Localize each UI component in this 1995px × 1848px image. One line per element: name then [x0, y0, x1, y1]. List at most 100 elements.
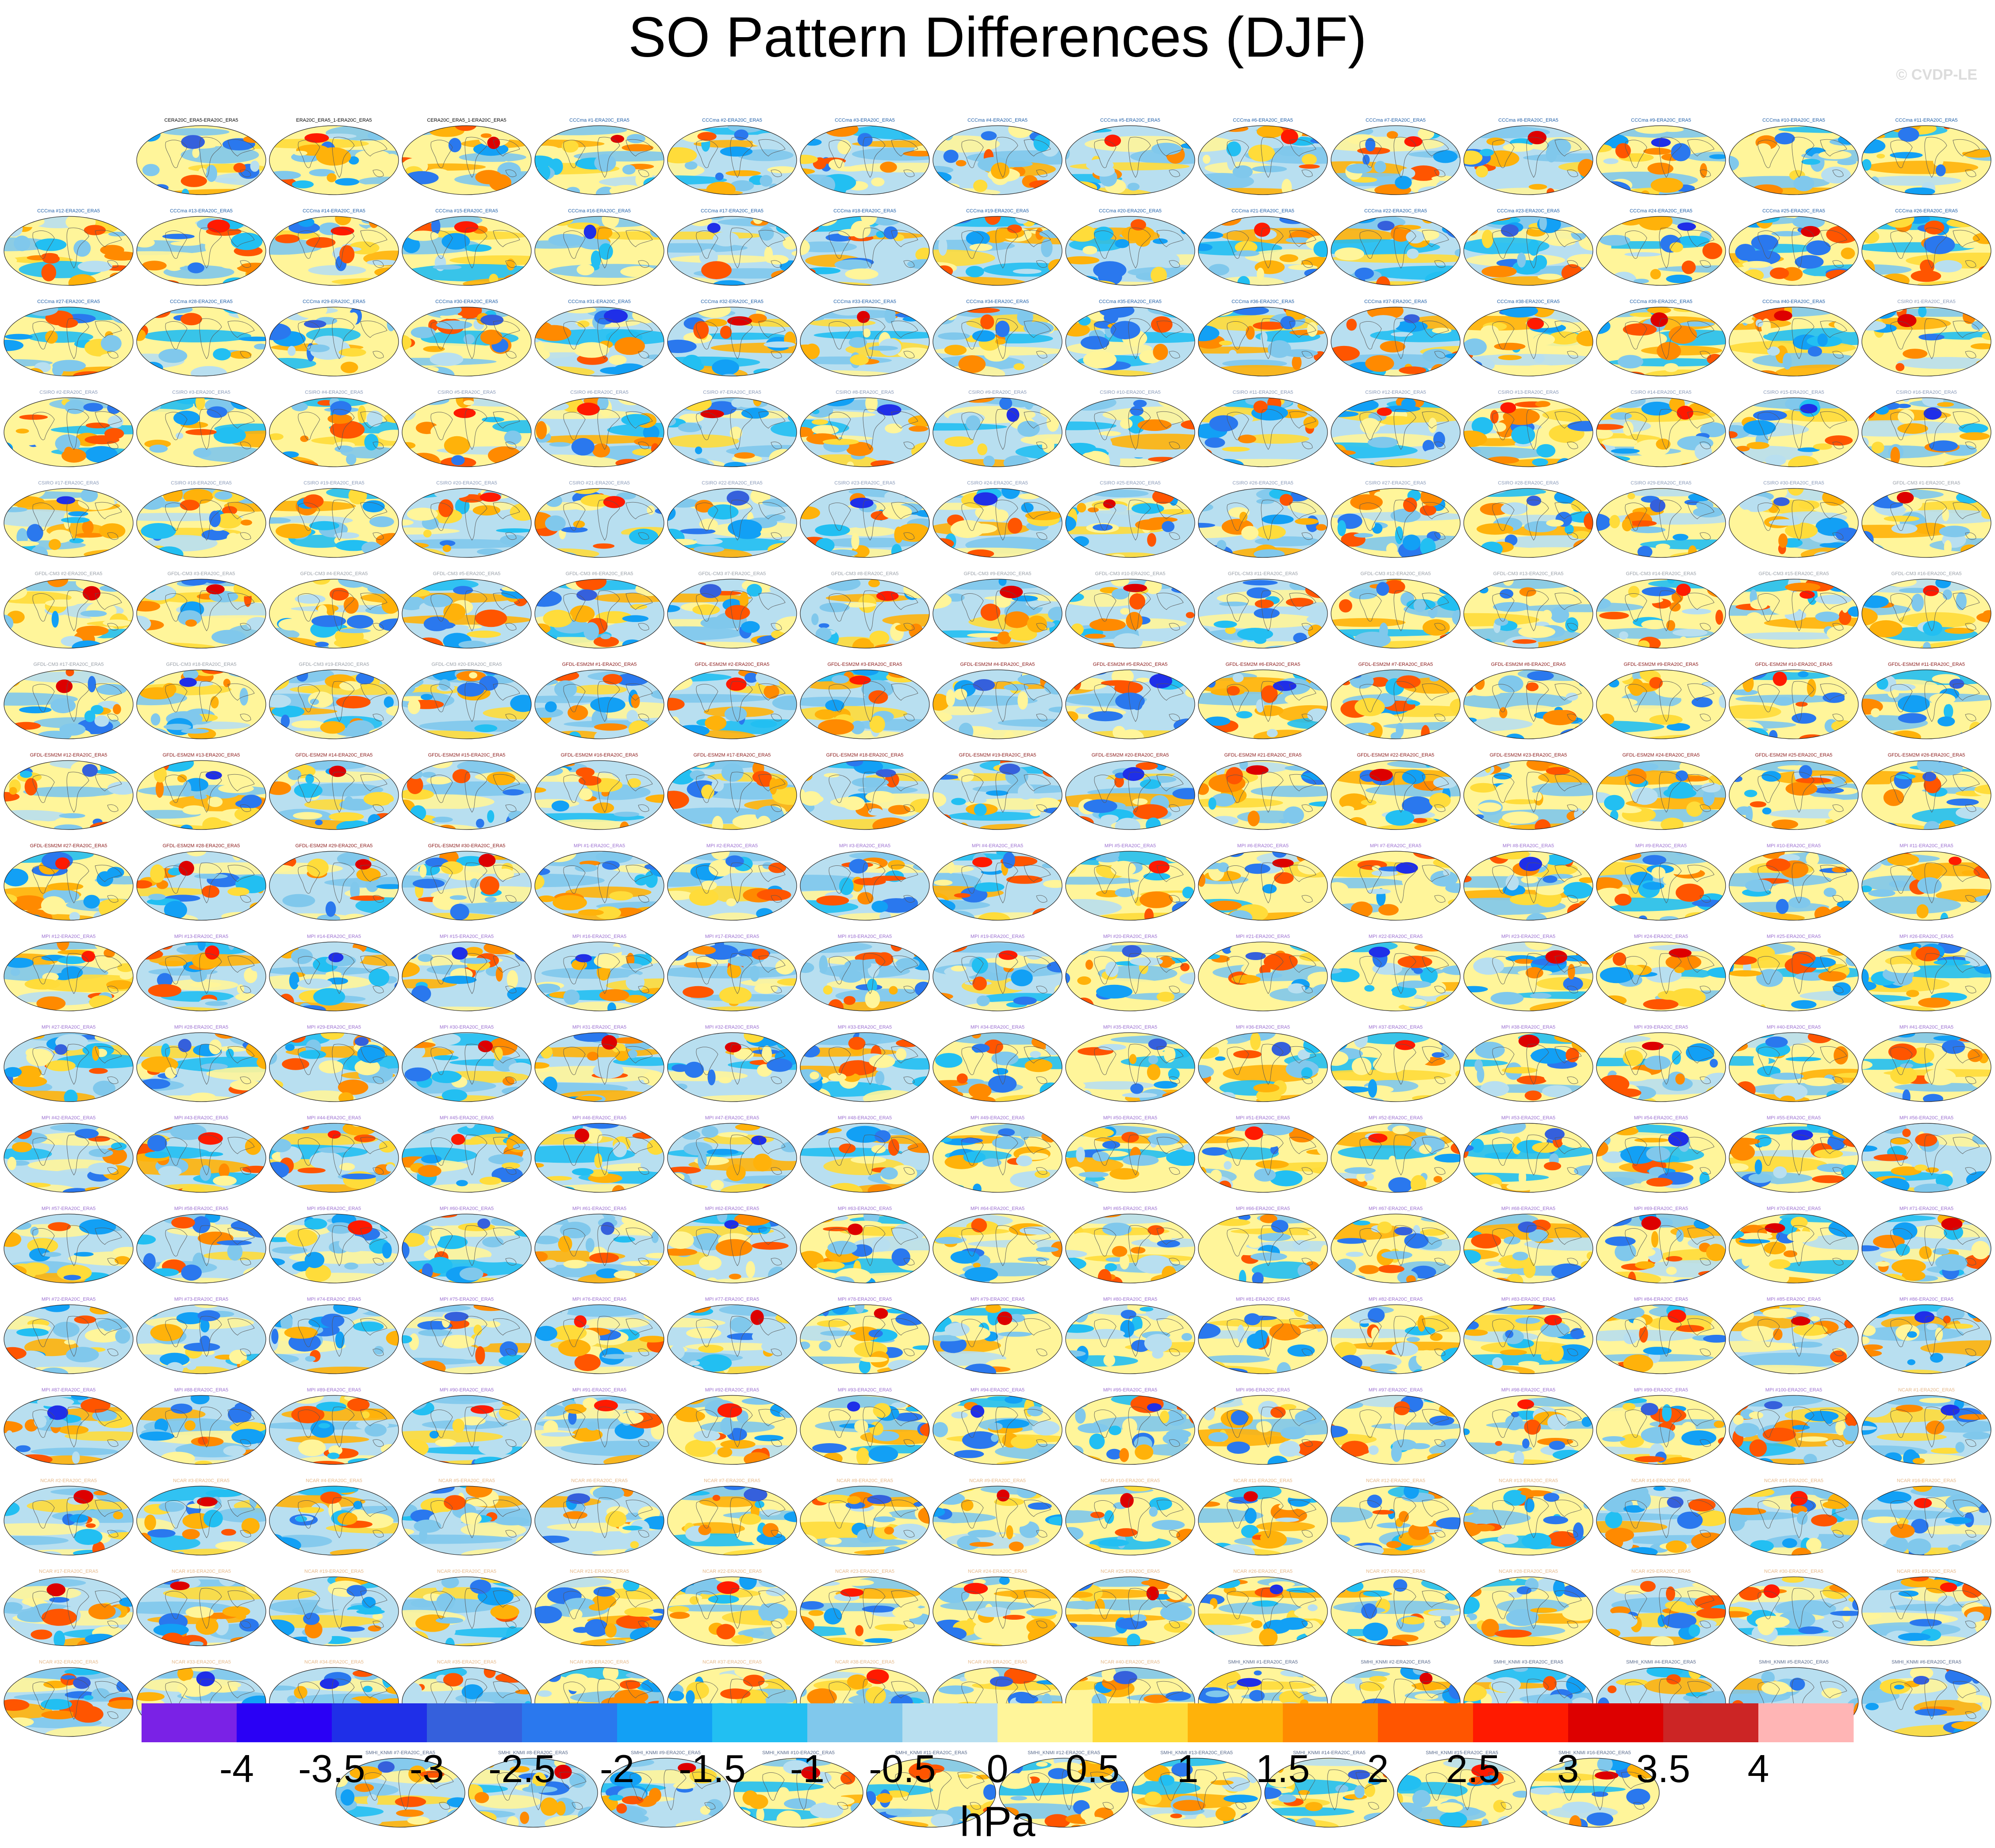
colorbar-swatch [427, 1703, 522, 1742]
map-panel: NCAR #5-ERA20C_ERA5 [400, 1478, 533, 1557]
map-field [1065, 1304, 1195, 1374]
panel-title: NCAR #26-ERA20C_ERA5 [1233, 1569, 1293, 1574]
panel-title: CSIRO #4-ERA20C_ERA5 [305, 390, 363, 395]
map-field [4, 488, 134, 558]
map-field [269, 216, 399, 286]
map-field [136, 125, 266, 195]
map-panel: NCAR #10-ERA20C_ERA5 [1064, 1478, 1197, 1557]
panel-title: GFDL-ESM2M #22-ERA20C_ERA5 [1357, 753, 1435, 758]
map-field [932, 669, 1063, 739]
map-panel: MPI #99-ERA20C_ERA5 [1595, 1387, 1727, 1467]
panel-title: MPI #31-ERA20C_ERA5 [572, 1025, 627, 1030]
panel-title: MPI #83-ERA20C_ERA5 [1501, 1297, 1556, 1302]
map-panel: MPI #96-ERA20C_ERA5 [1197, 1387, 1329, 1467]
colorbar-swatch [1663, 1703, 1759, 1742]
map-field [402, 1486, 532, 1556]
map-panel: NCAR #20-ERA20C_ERA5 [400, 1568, 533, 1648]
map-field [136, 307, 266, 377]
map-field [1331, 1032, 1461, 1102]
map-panel: CSIRO #17-ERA20C_ERA5 [2, 480, 135, 560]
map-panel: MPI #24-ERA20C_ERA5 [1595, 934, 1727, 1013]
panel-title: CSIRO #19-ERA20C_ERA5 [303, 480, 364, 486]
map-field [1065, 1576, 1195, 1646]
map-panel: MPI #91-ERA20C_ERA5 [533, 1387, 666, 1467]
map-panel: NCAR #24-ERA20C_ERA5 [931, 1568, 1064, 1648]
map-panel: MPI #38-ERA20C_ERA5 [1462, 1024, 1595, 1104]
map-field [4, 1214, 134, 1283]
map-panel: MPI #32-ERA20C_ERA5 [666, 1024, 798, 1104]
panel-title: CCCma #26-ERA20C_ERA5 [1895, 208, 1958, 214]
panel-title: MPI #94-ERA20C_ERA5 [970, 1387, 1025, 1393]
map-field [667, 1486, 797, 1556]
map-field [1198, 669, 1328, 739]
panel-title: CCCma #6-ERA20C_ERA5 [1233, 118, 1293, 123]
map-field [800, 760, 930, 830]
map-field [534, 1214, 664, 1283]
panel-title: NCAR #25-ERA20C_ERA5 [1101, 1569, 1160, 1574]
map-field [1065, 307, 1195, 377]
map-field [136, 397, 266, 467]
map-field [1065, 1486, 1195, 1556]
panel-title: CCCma #32-ERA20C_ERA5 [701, 299, 763, 304]
map-field [1331, 941, 1461, 1011]
panel-title: MPI #71-ERA20C_ERA5 [1899, 1206, 1954, 1211]
map-panel: CCCma #4-ERA20C_ERA5 [931, 117, 1064, 197]
panel-title: MPI #23-ERA20C_ERA5 [1501, 934, 1556, 939]
panel-title: NCAR #20-ERA20C_ERA5 [437, 1569, 496, 1574]
panel-title: MPI #6-ERA20C_ERA5 [1237, 843, 1289, 849]
map-field [667, 669, 797, 739]
panel-title: SMHI_KNMI #9-ERA20C_ERA5 [631, 1750, 701, 1756]
panel-title: NCAR #23-ERA20C_ERA5 [835, 1569, 894, 1574]
map-panel: MPI #5-ERA20C_ERA5 [1064, 843, 1197, 922]
panel-title: SMHI_KNMI #11-ERA20C_ERA5 [895, 1750, 967, 1756]
map-panel: MPI #14-ERA20C_ERA5 [268, 934, 400, 1013]
panel-title: MPI #24-ERA20C_ERA5 [1634, 934, 1688, 939]
panel-title: GFDL-ESM2M #7-ERA20C_ERA5 [1358, 662, 1433, 667]
panel-title: MPI #36-ERA20C_ERA5 [1235, 1025, 1290, 1030]
panel-title: GFDL-ESM2M #15-ERA20C_ERA5 [428, 753, 506, 758]
map-field [534, 125, 664, 195]
panel-title: MPI #78-ERA20C_ERA5 [837, 1297, 892, 1302]
panel-title: CCCma #7-ERA20C_ERA5 [1366, 118, 1426, 123]
map-field [1198, 397, 1328, 467]
map-panel: CSIRO #13-ERA20C_ERA5 [1462, 389, 1595, 469]
panel-title: GFDL-CM3 #17-ERA20C_ERA5 [33, 662, 104, 667]
map-field [269, 1123, 399, 1193]
panel-title: MPI #53-ERA20C_ERA5 [1501, 1115, 1556, 1121]
map-field [4, 307, 134, 377]
map-panel: GFDL-CM3 #9-ERA20C_ERA5 [931, 571, 1064, 650]
map-panel: GFDL-CM3 #13-ERA20C_ERA5 [1462, 571, 1595, 650]
map-panel: MPI #25-ERA20C_ERA5 [1727, 934, 1860, 1013]
map-panel: MPI #73-ERA20C_ERA5 [135, 1296, 268, 1376]
map-field [800, 1576, 930, 1646]
panel-title: GFDL-ESM2M #2-ERA20C_ERA5 [694, 662, 770, 667]
panel-title: MPI #62-ERA20C_ERA5 [705, 1206, 760, 1211]
map-field [1463, 760, 1593, 830]
map-panel: CCCma #12-ERA20C_ERA5 [2, 208, 135, 288]
map-panel: CSIRO #18-ERA20C_ERA5 [135, 480, 268, 560]
map-field [1861, 1576, 1991, 1646]
panel-title: GFDL-ESM2M #28-ERA20C_ERA5 [162, 843, 240, 849]
map-panel: GFDL-ESM2M #4-ERA20C_ERA5 [931, 661, 1064, 741]
panel-title: GFDL-CM3 #11-ERA20C_ERA5 [1228, 571, 1298, 576]
map-panel: CSIRO #23-ERA20C_ERA5 [798, 480, 931, 560]
map-panel: MPI #4-ERA20C_ERA5 [931, 843, 1064, 922]
panel-title: NCAR #3-ERA20C_ERA5 [173, 1478, 230, 1483]
map-panel: CCCma #18-ERA20C_ERA5 [798, 208, 931, 288]
map-panel: MPI #33-ERA20C_ERA5 [798, 1024, 931, 1104]
map-field [1065, 669, 1195, 739]
map-field [1861, 1667, 1991, 1737]
watermark: © CVDP-LE [1896, 66, 1977, 83]
map-panel: GFDL-ESM2M #16-ERA20C_ERA5 [533, 752, 666, 832]
map-field [1861, 1304, 1991, 1374]
map-panel: GFDL-ESM2M #10-ERA20C_ERA5 [1727, 661, 1860, 741]
panel-title: CCCma #27-ERA20C_ERA5 [37, 299, 100, 304]
map-panel: MPI #34-ERA20C_ERA5 [931, 1024, 1064, 1104]
panel-title: MPI #95-ERA20C_ERA5 [1103, 1387, 1158, 1393]
map-panel: MPI #53-ERA20C_ERA5 [1462, 1115, 1595, 1195]
map-panel: GFDL-ESM2M #22-ERA20C_ERA5 [1329, 752, 1462, 832]
colorbar-swatch [1758, 1703, 1854, 1742]
map-panel: GFDL-ESM2M #1-ERA20C_ERA5 [533, 661, 666, 741]
panel-title: GFDL-ESM2M #11-ERA20C_ERA5 [1888, 662, 1965, 667]
map-panel: NCAR #27-ERA20C_ERA5 [1329, 1568, 1462, 1648]
